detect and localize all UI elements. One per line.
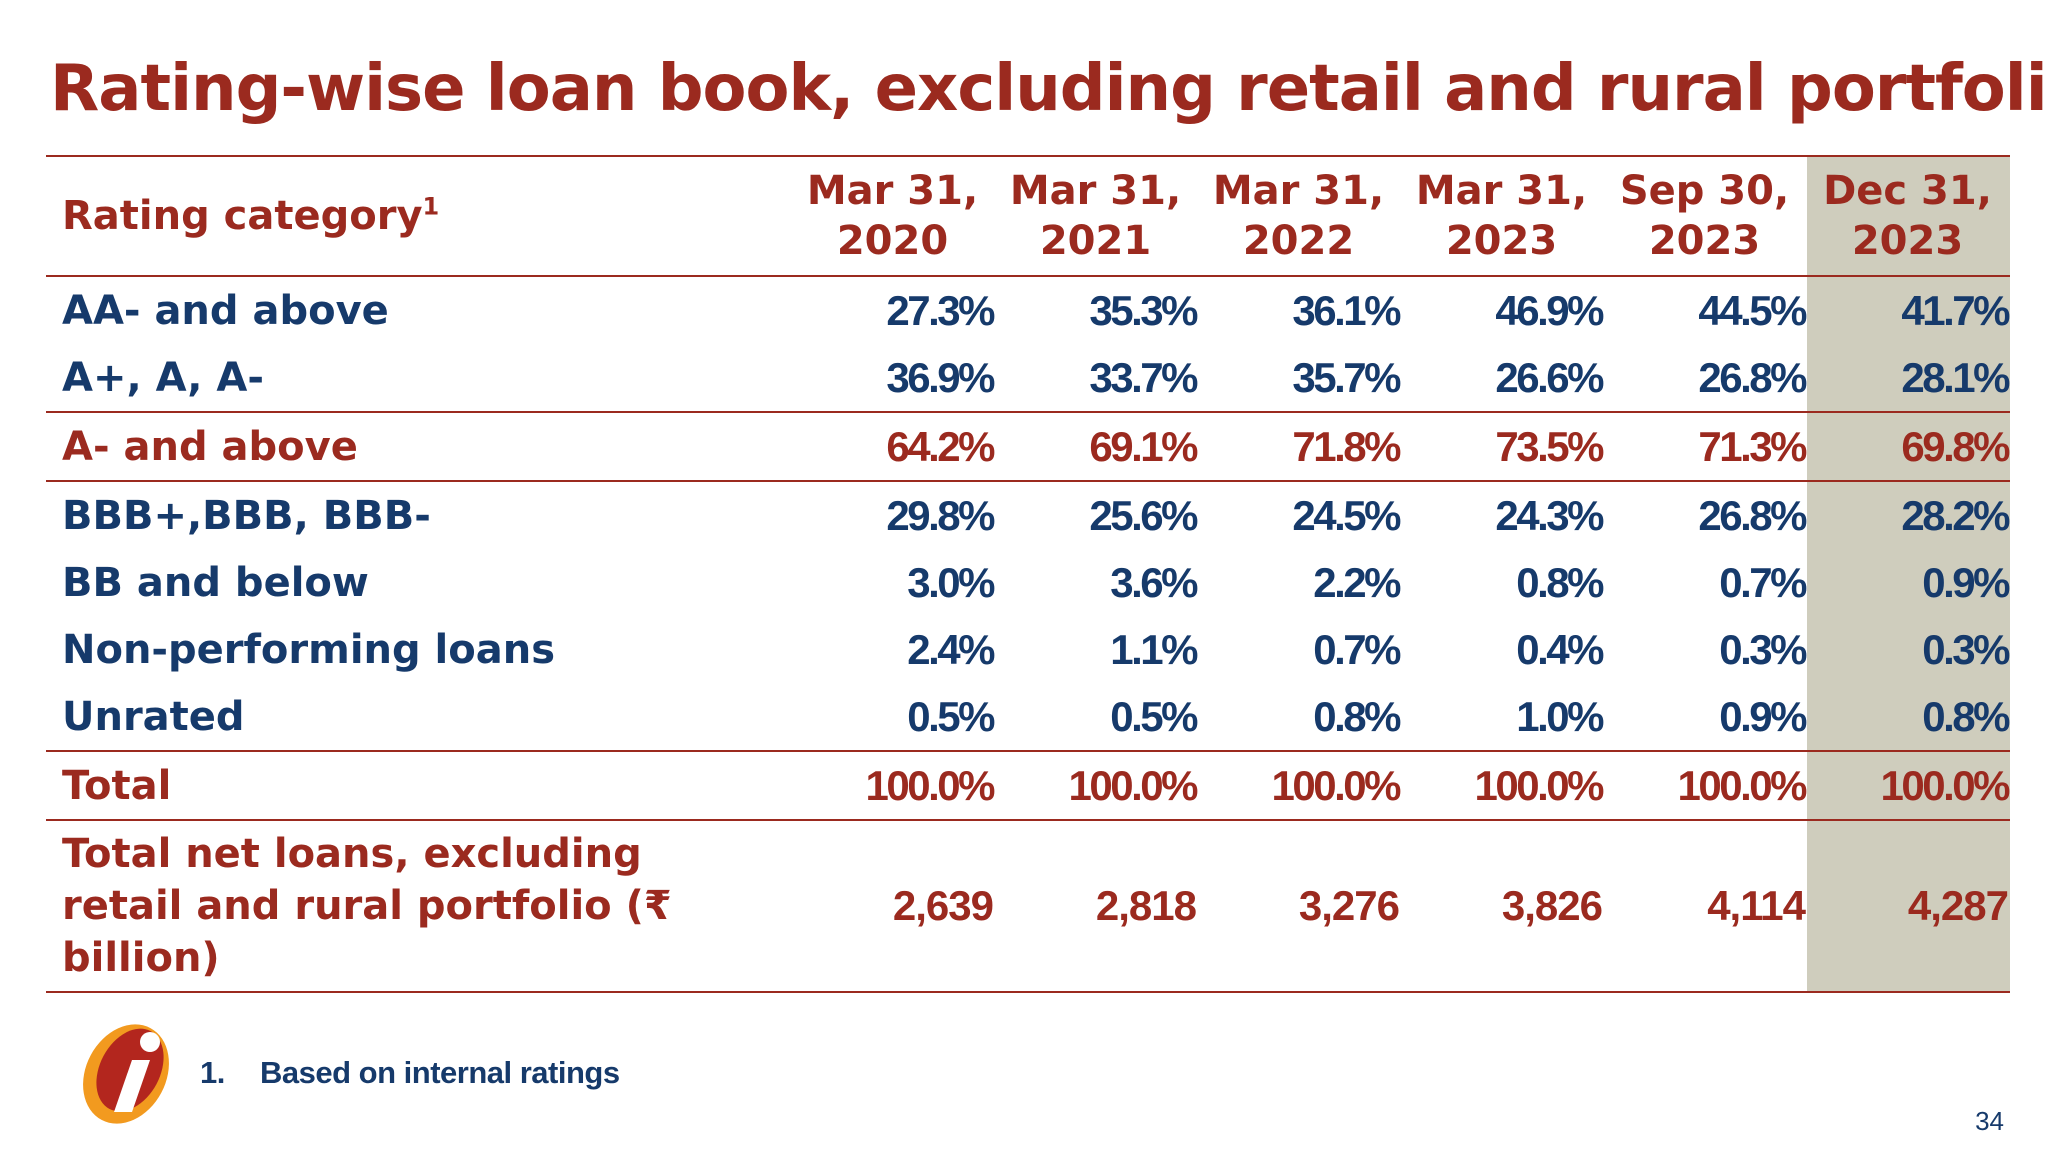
table-cell: 64.2%: [886, 422, 995, 470]
table-cell: 2,818: [1095, 882, 1197, 929]
table-cell: 27.3%: [886, 286, 995, 334]
table-cell-highlight: 41.7%: [1807, 276, 2011, 344]
table-cell-highlight: 0.3%: [1807, 616, 2011, 683]
table-row-bbb-grades: BBB+,BBB, BBB- 29.8% 25.6% 24.5% 24.3% 2…: [46, 481, 2011, 549]
row-label: BB and below: [62, 559, 369, 606]
table-cell: 44.5%: [1698, 286, 1807, 334]
table-row-a-grades: A+, A, A- 36.9% 33.7% 35.7% 26.6% 26.8% …: [46, 344, 2011, 412]
table-cell: 100.0%: [1677, 761, 1808, 809]
table-cell: 0.7%: [1313, 625, 1401, 673]
table-cell: 26.8%: [1698, 491, 1807, 539]
rating-category-header: Rating category1: [62, 192, 440, 239]
table-cell: 0.8%: [1313, 692, 1401, 740]
table-cell: 26.8%: [1698, 353, 1807, 401]
table-cell: 36.1%: [1292, 286, 1401, 334]
table-cell: 36.9%: [886, 353, 995, 401]
row-label: BBB+,BBB, BBB-: [62, 492, 431, 539]
logo-icon: [83, 1024, 169, 1124]
table-cell: 3.0%: [907, 558, 995, 606]
table-cell: 100.0%: [1474, 761, 1605, 809]
loan-book-table: Rating category1 Mar 31, 2020 Mar 31, 2021…: [46, 155, 2011, 993]
column-header-mar-2020: Mar 31, 2020: [806, 168, 979, 264]
footnote-number: 1.: [200, 1055, 225, 1090]
table-cell: 0.7%: [1719, 558, 1807, 606]
table-cell: 71.3%: [1698, 422, 1807, 470]
table-cell-highlight: 0.9%: [1807, 549, 2011, 616]
footnote: 1. Based on internal ratings: [200, 1055, 620, 1091]
table-cell: 3,826: [1501, 882, 1603, 929]
table-cell: 25.6%: [1089, 491, 1198, 539]
column-header-mar-2023: Mar 31, 2023: [1415, 168, 1588, 264]
table-cell: 100.0%: [1068, 761, 1199, 809]
table-cell-highlight: 69.8%: [1807, 412, 2011, 481]
table-cell-highlight: 4,287: [1807, 820, 2010, 992]
table-header-row: Rating category1 Mar 31, 2020 Mar 31, 2021…: [46, 156, 2010, 276]
table-cell: 73.5%: [1495, 422, 1604, 470]
table-cell: 1.0%: [1516, 692, 1604, 740]
slide-title: Rating-wise loan book, excluding retail …: [50, 52, 2048, 126]
table-cell: 35.3%: [1089, 286, 1198, 334]
table-cell-highlight: 100.0%: [1807, 751, 2011, 820]
table-cell: 2.4%: [907, 625, 995, 673]
row-label: Total: [62, 762, 172, 809]
column-header-dec-2023: Dec 31, 2023: [1807, 156, 2010, 276]
table-row-unrated: Unrated 0.5% 0.5% 0.8% 1.0% 0.9% 0.8%: [46, 683, 2011, 751]
table-cell: 1.1%: [1110, 625, 1198, 673]
table-cell: 3,276: [1298, 882, 1400, 929]
row-label: Unrated: [62, 693, 245, 740]
row-label: AA- and above: [62, 287, 389, 334]
table-cell: 0.4%: [1516, 625, 1604, 673]
company-logo: [70, 1012, 180, 1132]
table-cell: 2.2%: [1313, 558, 1401, 606]
table-cell: 3.6%: [1110, 558, 1198, 606]
table-cell: 4,114: [1707, 882, 1806, 929]
table-cell: 24.3%: [1495, 491, 1604, 539]
row-label: Non-performing loans: [62, 626, 556, 673]
table-cell: 2,639: [892, 882, 994, 929]
table-row-total-net-loans: Total net loans, excluding retail and rur…: [46, 820, 2010, 992]
column-header-mar-2021: Mar 31, 2021: [1009, 168, 1182, 264]
footnote-marker: 1: [422, 192, 440, 221]
row-label-total-net-loans: Total net loans, excluding retail and rur…: [62, 831, 672, 981]
table-row-bb-and-below: BB and below 3.0% 3.6% 2.2% 0.8% 0.7% 0.…: [46, 549, 2011, 616]
table-cell: 0.8%: [1516, 558, 1604, 606]
table-cell: 0.5%: [1110, 692, 1198, 740]
table-cell: 71.8%: [1292, 422, 1401, 470]
page-number: 34: [1975, 1106, 2004, 1136]
table-cell-highlight: 0.8%: [1807, 683, 2011, 751]
column-header-sep-2023: Sep 30, 2023: [1619, 168, 1790, 264]
table-cell: 0.3%: [1719, 625, 1807, 673]
column-header-mar-2022: Mar 31, 2022: [1212, 168, 1385, 264]
table-cell: 100.0%: [865, 761, 996, 809]
row-label: A- and above: [62, 423, 358, 470]
table-cell: 0.9%: [1719, 692, 1807, 740]
table-cell: 100.0%: [1271, 761, 1402, 809]
table-cell-highlight: 28.1%: [1807, 344, 2011, 412]
table-cell: 46.9%: [1495, 286, 1604, 334]
loan-book-table-container: Rating category1 Mar 31, 2020 Mar 31, 2021…: [46, 155, 2011, 993]
table-row-total: Total 100.0% 100.0% 100.0% 100.0% 100.0%…: [46, 751, 2011, 820]
table-cell: 0.5%: [907, 692, 995, 740]
table-cell: 29.8%: [886, 491, 995, 539]
table-row-non-performing-loans: Non-performing loans 2.4% 1.1% 0.7% 0.4%…: [46, 616, 2011, 683]
table-row-aa-and-above: AA- and above 27.3% 35.3% 36.1% 46.9% 44…: [46, 276, 2011, 344]
table-cell: 33.7%: [1089, 353, 1198, 401]
table-cell-highlight: 28.2%: [1807, 481, 2011, 549]
table-cell: 69.1%: [1089, 422, 1198, 470]
table-cell: 35.7%: [1292, 353, 1401, 401]
table-row-a-and-above: A- and above 64.2% 69.1% 71.8% 73.5% 71.…: [46, 412, 2011, 481]
footnote-text: Based on internal ratings: [260, 1055, 620, 1090]
table-cell: 26.6%: [1495, 353, 1604, 401]
table-cell: 24.5%: [1292, 491, 1401, 539]
row-label: A+, A, A-: [62, 354, 264, 401]
